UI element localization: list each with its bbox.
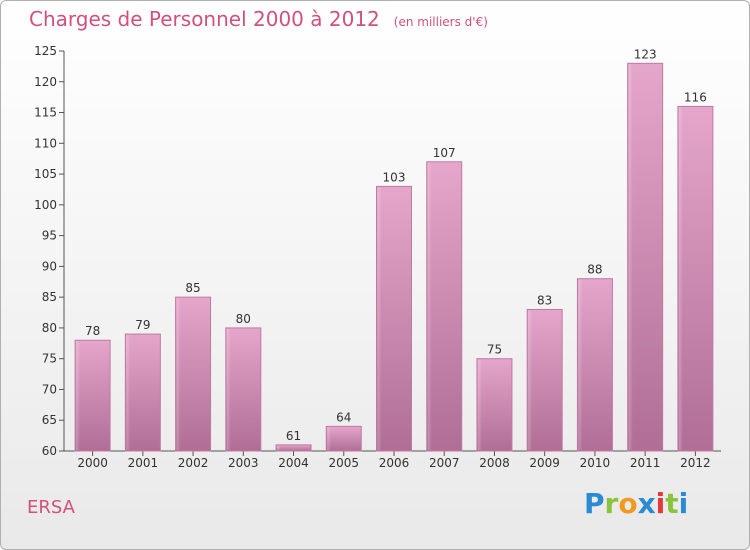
x-tick-label: 2001	[128, 456, 159, 470]
bar-value-label: 83	[537, 293, 552, 307]
bar-value-label: 80	[236, 312, 251, 326]
bar	[576, 278, 613, 452]
bar	[627, 62, 664, 452]
x-tick-label: 2007	[429, 456, 460, 470]
chart-title-main: Charges de Personnel 2000 à 2012	[29, 7, 380, 31]
bar-value-label: 75	[487, 343, 502, 357]
bar	[124, 333, 161, 452]
bar	[376, 185, 412, 452]
y-tick-label: 60	[42, 444, 57, 458]
bar	[426, 161, 463, 452]
logo-letter: i	[678, 487, 689, 520]
bar-highlight	[226, 328, 231, 450]
bar	[175, 296, 212, 452]
bar-highlight	[477, 359, 482, 450]
bar-highlight	[377, 187, 382, 450]
y-tick-label: 120	[34, 75, 57, 89]
bar-highlight	[528, 310, 533, 450]
bar-highlight	[678, 107, 683, 450]
bar	[74, 339, 111, 452]
bar-highlight	[578, 279, 583, 450]
bar-value-label: 64	[336, 410, 351, 424]
logo-letter: i	[655, 487, 666, 520]
bar-highlight	[327, 427, 332, 450]
x-tick-label: 2005	[328, 456, 359, 470]
bar-value-label: 61	[286, 429, 301, 443]
bar-highlight	[176, 298, 181, 450]
bar-series	[74, 62, 714, 452]
y-tick-label: 85	[42, 290, 57, 304]
x-tick-label: 2004	[278, 456, 309, 470]
bar	[526, 308, 563, 452]
commune-name: ERSA	[27, 497, 75, 518]
bar	[225, 327, 262, 452]
bar	[476, 358, 513, 452]
y-tick-label: 110	[34, 136, 57, 150]
y-tick-label: 65	[42, 413, 57, 427]
bar-highlight	[628, 64, 633, 451]
bar-highlight	[76, 341, 81, 450]
bar-value-label: 116	[684, 90, 707, 104]
proxiti-logo[interactable]: Proxiti	[584, 487, 688, 520]
x-tick-label: 2009	[529, 456, 560, 470]
x-tick-label: 2010	[580, 456, 611, 470]
y-tick-label: 75	[42, 352, 57, 366]
chart-title-unit: (en milliers d'€)	[393, 15, 488, 29]
y-tick-label: 125	[34, 44, 57, 58]
x-tick-label: 2011	[630, 456, 661, 470]
bar-value-label: 85	[185, 281, 200, 295]
bar-highlight	[277, 445, 282, 450]
chart-title: Charges de Personnel 2000 à 2012 (en mill…	[29, 7, 488, 31]
logo-letter: t	[665, 487, 679, 520]
bar	[325, 425, 362, 452]
bar-value-label: 79	[135, 318, 150, 332]
y-tick-label: 90	[42, 259, 57, 273]
x-tick-label: 2008	[479, 456, 510, 470]
y-tick-label: 100	[34, 198, 57, 212]
data-labels: 78 79 85 80 61 64 103 107 75 83 88 123 116	[85, 47, 707, 443]
logo-letter: x	[637, 487, 656, 520]
y-tick-label: 80	[42, 321, 57, 335]
bar-value-label: 103	[383, 170, 406, 184]
y-tick-label: 95	[42, 229, 57, 243]
x-tick-label: 2006	[379, 456, 410, 470]
logo-letter: o	[618, 487, 638, 520]
logo-letter: r	[604, 487, 619, 520]
bar-value-label: 107	[433, 146, 456, 160]
x-tick-label: 2000	[77, 456, 108, 470]
y-tick-label: 105	[34, 167, 57, 181]
x-tick-label: 2002	[178, 456, 209, 470]
bar-highlight	[427, 162, 432, 450]
bar-value-label: 88	[587, 263, 602, 277]
bar-value-label: 78	[85, 324, 100, 338]
chart-axes: 60 65 70 75 80 85 90 95 100 105 110 115 120 125 2000 20…	[34, 44, 721, 470]
bar	[677, 105, 714, 452]
y-tick-label: 115	[34, 106, 57, 120]
bar-highlight	[126, 335, 131, 450]
x-tick-label: 2003	[228, 456, 259, 470]
bar-value-label: 123	[634, 47, 657, 61]
bar	[275, 444, 312, 452]
x-tick-label: 2012	[680, 456, 711, 470]
logo-letter: P	[584, 487, 605, 520]
y-tick-label: 70	[42, 382, 57, 396]
